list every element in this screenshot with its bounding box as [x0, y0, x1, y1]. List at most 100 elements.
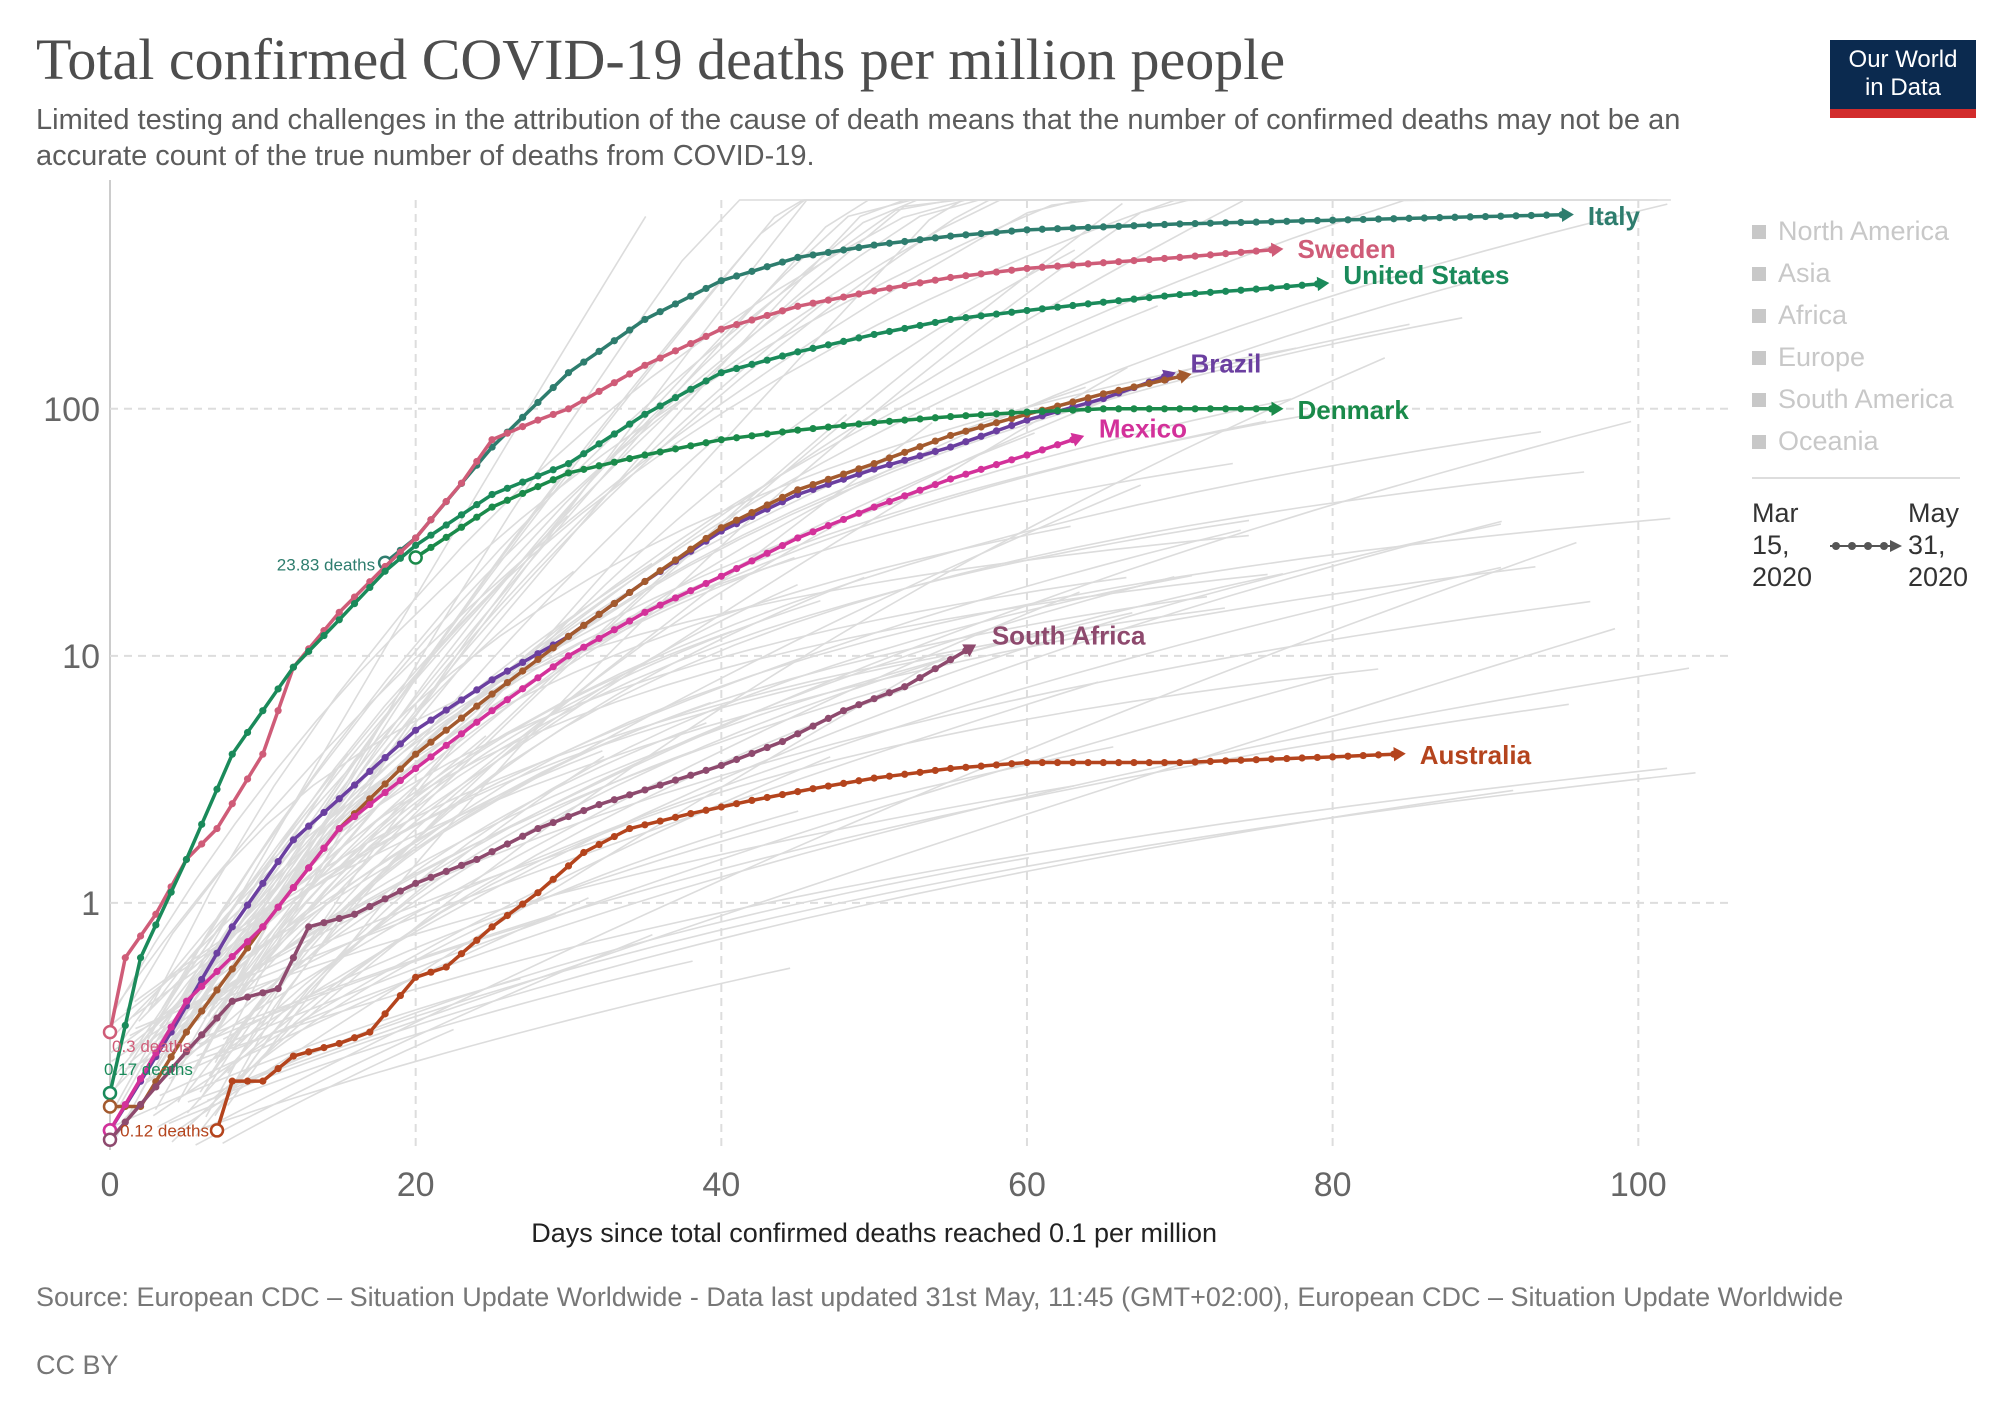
data-point [519, 667, 527, 675]
data-point [641, 361, 649, 369]
data-point [549, 383, 557, 392]
data-point [595, 610, 603, 618]
data-point [1191, 405, 1199, 413]
data-point [656, 402, 664, 410]
data-point [412, 541, 420, 549]
data-point [901, 683, 909, 691]
data-point [946, 764, 955, 773]
data-point [1237, 405, 1245, 413]
chart-title: Total confirmed COVID-19 deaths per mill… [36, 27, 1286, 92]
data-point [198, 820, 206, 828]
data-point [763, 793, 771, 802]
series-label: Australia [1420, 740, 1532, 770]
time-legend-dot [1864, 542, 1872, 550]
data-point [931, 766, 939, 775]
data-point [1191, 252, 1199, 260]
data-point [687, 587, 695, 595]
data-point [503, 678, 511, 687]
data-point [564, 862, 573, 870]
data-point [656, 354, 664, 362]
data-point [809, 299, 817, 307]
data-point [641, 786, 649, 794]
data-point [366, 902, 374, 911]
data-point [549, 875, 557, 883]
data-point [580, 643, 588, 651]
background-line [186, 755, 605, 1114]
background-line [112, 653, 954, 1078]
background-line [115, 753, 349, 1137]
data-point [641, 315, 649, 324]
chart-subtitle: Limited testing and challenges in the at… [36, 104, 1681, 172]
data-point [595, 462, 603, 470]
data-point [1130, 257, 1138, 265]
data-point [1084, 300, 1092, 308]
data-point [855, 509, 863, 517]
data-point [549, 644, 557, 652]
data-point [549, 818, 557, 827]
legend-item[interactable]: Oceania [1778, 426, 1880, 456]
legend-swatch [1752, 267, 1766, 281]
background-line [156, 856, 1030, 1128]
data-point [1206, 219, 1214, 227]
data-point [1283, 754, 1291, 763]
data-point [274, 1064, 282, 1073]
data-point [855, 420, 863, 428]
data-point [870, 418, 878, 427]
data-point [457, 730, 466, 738]
license-link[interactable]: CC BY [36, 1350, 119, 1380]
data-point [916, 321, 924, 330]
data-point [1405, 214, 1413, 222]
data-point [1038, 446, 1046, 454]
data-point [1237, 218, 1245, 227]
data-point [580, 358, 588, 366]
data-point [870, 330, 878, 339]
data-point [763, 549, 771, 557]
data-point [564, 652, 573, 660]
data-point [901, 324, 909, 333]
data-point [1115, 297, 1123, 305]
data-point [946, 412, 955, 421]
data-point [1038, 263, 1046, 271]
legend-item[interactable]: Asia [1778, 258, 1832, 288]
data-point [457, 950, 466, 958]
background-line [226, 199, 1382, 1106]
data-point [580, 396, 588, 404]
data-point [1023, 306, 1031, 315]
data-point [1466, 213, 1474, 221]
data-point [289, 883, 297, 892]
series-label: South Africa [992, 621, 1146, 651]
data-point [1374, 751, 1383, 759]
data-point [671, 445, 680, 453]
data-point [992, 410, 1001, 418]
background-line [222, 317, 1463, 1015]
owid-logo[interactable]: Our World in Data [1830, 40, 1976, 118]
legend-item[interactable]: Europe [1778, 342, 1865, 372]
legend-item[interactable]: South America [1778, 384, 1955, 414]
data-point [473, 457, 481, 466]
data-point [427, 716, 435, 724]
background-line [161, 420, 1267, 1064]
data-point [702, 534, 710, 543]
data-point [687, 771, 695, 779]
legend-item[interactable]: Africa [1778, 300, 1848, 330]
time-start-label: 2020 [1752, 562, 1812, 592]
data-point [702, 806, 710, 814]
y-tick-label: 10 [62, 638, 100, 676]
data-point [182, 1048, 191, 1056]
data-point [1359, 751, 1367, 760]
data-point [1130, 405, 1138, 413]
data-point [946, 431, 955, 440]
x-tick-label: 20 [397, 1166, 435, 1204]
data-point [931, 276, 939, 284]
data-point [457, 511, 466, 519]
time-end-label: May [1908, 498, 1960, 528]
data-point [702, 439, 710, 447]
legend-item[interactable]: North America [1778, 216, 1950, 246]
data-point [916, 768, 924, 776]
data-point [1099, 223, 1107, 231]
data-point [610, 458, 618, 466]
data-point [534, 650, 542, 658]
data-point [564, 469, 573, 477]
background-line [205, 249, 1076, 1118]
